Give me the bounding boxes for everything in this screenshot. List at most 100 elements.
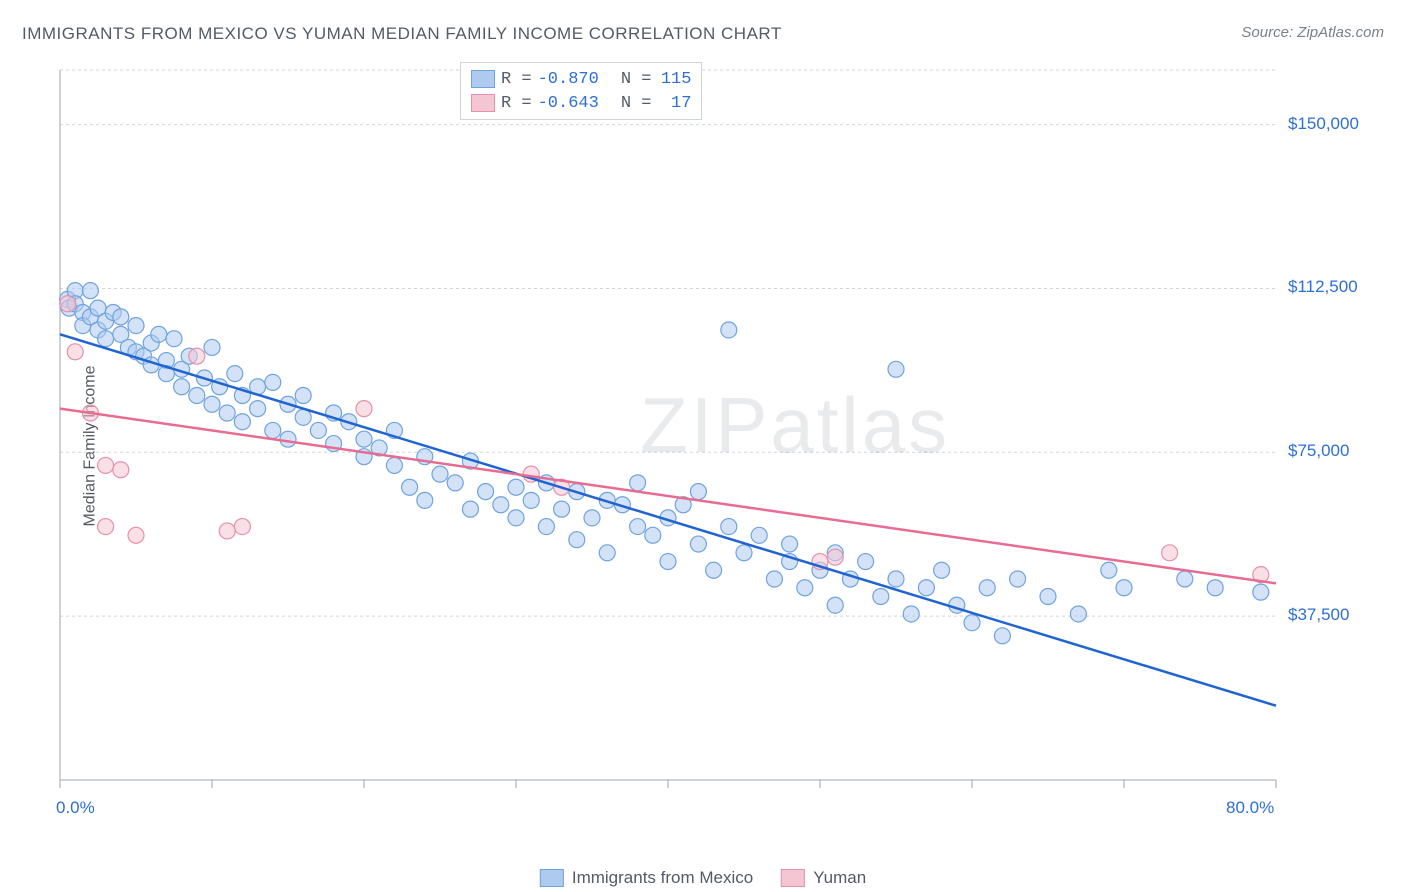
legend-item-mexico: Immigrants from Mexico — [540, 868, 753, 888]
point-mexico — [113, 309, 129, 325]
point-mexico — [979, 580, 995, 596]
point-mexico — [310, 422, 326, 438]
point-mexico — [508, 479, 524, 495]
point-mexico — [204, 339, 220, 355]
x-max-label: 80.0% — [1226, 798, 1274, 818]
point-mexico — [918, 580, 934, 596]
point-mexico — [417, 492, 433, 508]
point-mexico — [934, 562, 950, 578]
x-min-label: 0.0% — [56, 798, 95, 818]
point-mexico — [1207, 580, 1223, 596]
point-mexico — [827, 597, 843, 613]
point-mexico — [356, 431, 372, 447]
point-mexico — [797, 580, 813, 596]
point-mexico — [234, 414, 250, 430]
y-tick-label: $150,000 — [1288, 114, 1359, 134]
point-mexico — [1101, 562, 1117, 578]
n-value: 115 — [657, 70, 691, 89]
point-yuman — [234, 519, 250, 535]
point-mexico — [721, 322, 737, 338]
point-yuman — [60, 296, 76, 312]
point-mexico — [690, 536, 706, 552]
point-yuman — [189, 348, 205, 364]
point-mexico — [569, 532, 585, 548]
legend-swatch — [471, 94, 495, 112]
point-mexico — [227, 366, 243, 382]
point-mexico — [1070, 606, 1086, 622]
point-mexico — [128, 318, 144, 334]
point-mexico — [630, 519, 646, 535]
legend-swatch — [540, 869, 564, 887]
point-mexico — [295, 409, 311, 425]
point-mexico — [645, 527, 661, 543]
point-mexico — [766, 571, 782, 587]
n-value: 17 — [657, 94, 691, 113]
point-mexico — [508, 510, 524, 526]
point-mexico — [873, 588, 889, 604]
point-mexico — [265, 374, 281, 390]
point-mexico — [721, 519, 737, 535]
legend-label: Yuman — [813, 868, 866, 888]
point-mexico — [493, 497, 509, 513]
point-mexico — [250, 401, 266, 417]
r-value: -0.643 — [538, 94, 599, 113]
point-mexico — [265, 422, 281, 438]
point-mexico — [903, 606, 919, 622]
point-mexico — [690, 484, 706, 500]
point-mexico — [538, 519, 554, 535]
point-mexico — [584, 510, 600, 526]
point-mexico — [1177, 571, 1193, 587]
point-yuman — [67, 344, 83, 360]
point-mexico — [1040, 588, 1056, 604]
legend-row-mexico: R =-0.870N =115 — [471, 67, 691, 91]
point-mexico — [1116, 580, 1132, 596]
source-attribution: Source: ZipAtlas.com — [1241, 24, 1384, 41]
point-mexico — [98, 331, 114, 347]
point-yuman — [827, 549, 843, 565]
point-yuman — [1162, 545, 1178, 561]
source-value: ZipAtlas.com — [1297, 24, 1384, 41]
point-mexico — [782, 536, 798, 552]
source-label: Source: — [1241, 24, 1293, 41]
point-mexico — [402, 479, 418, 495]
point-mexico — [751, 527, 767, 543]
point-mexico — [82, 283, 98, 299]
point-mexico — [888, 361, 904, 377]
point-yuman — [128, 527, 144, 543]
point-mexico — [660, 554, 676, 570]
series-legend: Immigrants from Mexico Yuman — [540, 868, 866, 888]
point-mexico — [630, 475, 646, 491]
point-mexico — [599, 545, 615, 561]
point-mexico — [964, 615, 980, 631]
point-mexico — [706, 562, 722, 578]
stats-legend: R =-0.870N =115R =-0.643N =17 — [460, 62, 702, 120]
point-mexico — [478, 484, 494, 500]
legend-row-yuman: R =-0.643N =17 — [471, 91, 691, 115]
point-mexico — [174, 379, 190, 395]
point-mexico — [447, 475, 463, 491]
r-value: -0.870 — [538, 70, 599, 89]
point-mexico — [151, 326, 167, 342]
point-mexico — [736, 545, 752, 561]
legend-swatch — [471, 70, 495, 88]
point-yuman — [98, 457, 114, 473]
n-label: N = — [621, 70, 652, 89]
y-tick-label: $112,500 — [1288, 277, 1358, 297]
point-mexico — [994, 628, 1010, 644]
point-mexico — [888, 571, 904, 587]
point-mexico — [295, 388, 311, 404]
point-mexico — [523, 492, 539, 508]
scatter-plot — [50, 60, 1386, 830]
point-yuman — [98, 519, 114, 535]
point-mexico — [166, 331, 182, 347]
legend-item-yuman: Yuman — [781, 868, 866, 888]
point-mexico — [462, 501, 478, 517]
point-mexico — [219, 405, 235, 421]
point-mexico — [280, 431, 296, 447]
point-mexico — [1010, 571, 1026, 587]
point-yuman — [219, 523, 235, 539]
y-tick-label: $37,500 — [1288, 605, 1349, 625]
point-mexico — [432, 466, 448, 482]
point-mexico — [189, 388, 205, 404]
chart-title: IMMIGRANTS FROM MEXICO VS YUMAN MEDIAN F… — [22, 24, 782, 44]
